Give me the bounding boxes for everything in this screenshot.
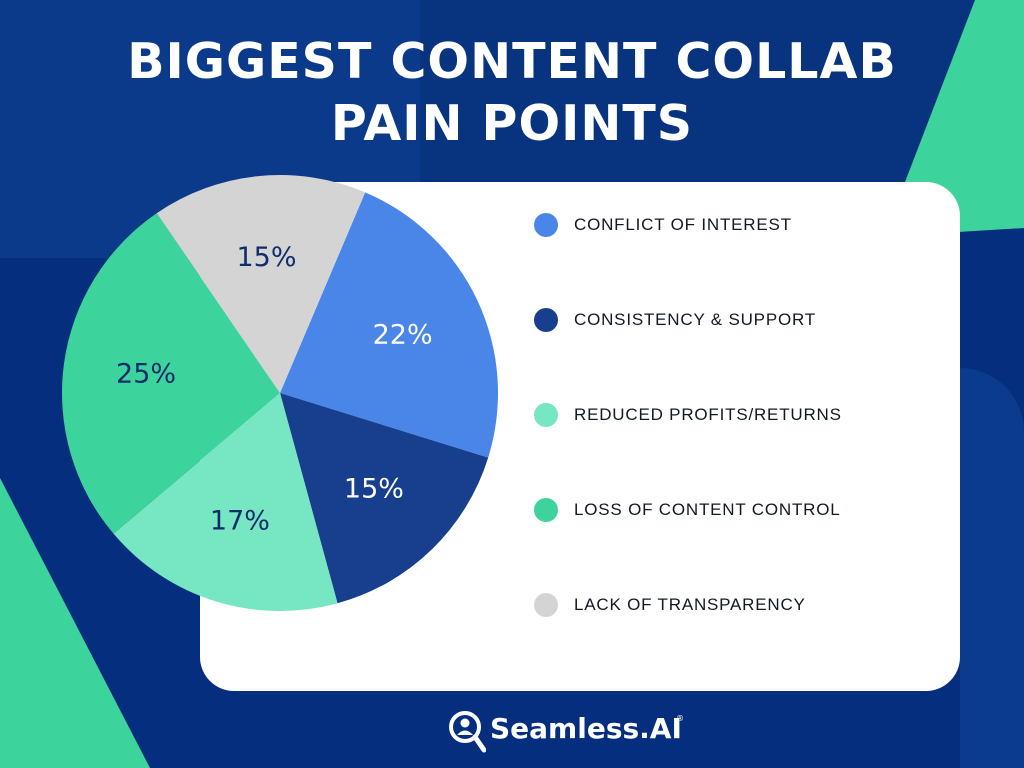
brand-name: Seamless.AI: [490, 712, 682, 745]
registered-mark: ®: [676, 714, 684, 723]
page-title-line-2: PAIN POINTS: [330, 95, 694, 152]
slice-data-label: 25%: [116, 358, 176, 389]
legend-swatch: [534, 498, 558, 522]
legend-swatch: [534, 213, 558, 237]
pie-slice: [156, 175, 366, 393]
slice-data-label: 17%: [210, 506, 270, 537]
legend-swatch: [534, 593, 558, 617]
slice-data-label: 15%: [237, 242, 297, 273]
pie-slice: [280, 192, 498, 458]
pie-slice: [113, 393, 338, 611]
legend-label: REDUCED PROFITS/RETURNS: [574, 405, 842, 424]
accent-shape-top-right: [905, 0, 1024, 232]
legend-label: CONSISTENCY & SUPPORT: [574, 310, 816, 329]
page-title-line-1: BIGGEST CONTENT COLLAB: [127, 33, 897, 90]
magnifier-person-icon: [449, 711, 486, 753]
legend-label: LACK OF TRANSPARENCY: [574, 595, 806, 614]
legend-swatch: [534, 403, 558, 427]
slice-data-label: 22%: [373, 320, 433, 351]
legend-swatch: [534, 308, 558, 332]
pie-slice: [61, 213, 280, 534]
slice-data-label: 15%: [344, 474, 404, 505]
legend-label: CONFLICT OF INTEREST: [574, 215, 792, 234]
pie-slice: [280, 393, 489, 604]
accent-shape-bottom-left: [0, 478, 150, 768]
legend-label: LOSS OF CONTENT CONTROL: [574, 500, 841, 519]
